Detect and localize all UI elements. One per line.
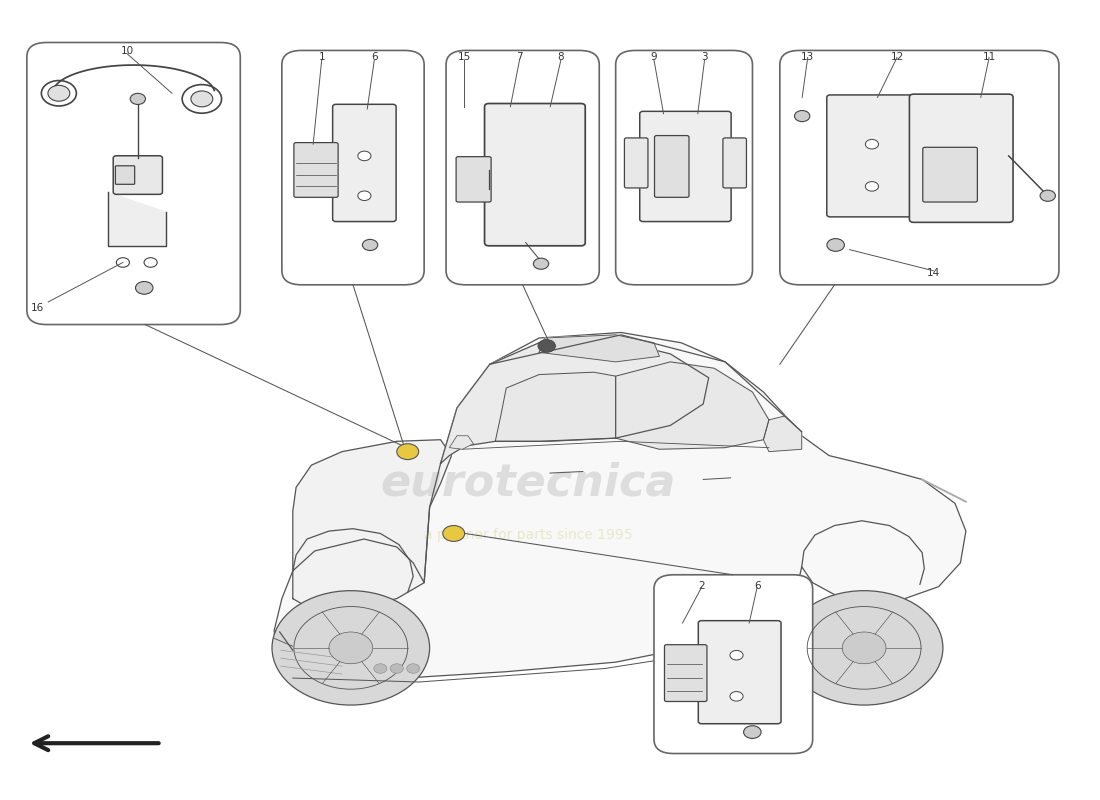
Text: eurotecnica: eurotecnica xyxy=(381,462,675,505)
FancyBboxPatch shape xyxy=(625,138,648,188)
Polygon shape xyxy=(495,372,616,442)
Text: 13: 13 xyxy=(801,53,814,62)
FancyBboxPatch shape xyxy=(723,138,747,188)
Circle shape xyxy=(744,726,761,738)
Circle shape xyxy=(362,239,377,250)
Text: 3: 3 xyxy=(702,53,708,62)
Circle shape xyxy=(117,258,130,267)
Polygon shape xyxy=(449,436,473,450)
Circle shape xyxy=(730,691,744,701)
FancyBboxPatch shape xyxy=(294,142,338,198)
FancyBboxPatch shape xyxy=(616,50,752,285)
Text: 10: 10 xyxy=(121,46,134,56)
Circle shape xyxy=(130,94,145,105)
FancyBboxPatch shape xyxy=(446,50,600,285)
Circle shape xyxy=(48,86,69,102)
FancyBboxPatch shape xyxy=(910,94,1013,222)
Text: 2: 2 xyxy=(698,581,705,590)
FancyBboxPatch shape xyxy=(113,156,163,194)
Circle shape xyxy=(1041,190,1055,202)
FancyBboxPatch shape xyxy=(664,645,707,702)
Circle shape xyxy=(144,258,157,267)
Circle shape xyxy=(191,91,212,107)
FancyBboxPatch shape xyxy=(827,95,917,217)
Circle shape xyxy=(785,590,943,705)
Circle shape xyxy=(794,110,810,122)
Text: 1: 1 xyxy=(318,53,324,62)
Circle shape xyxy=(843,632,886,664)
Polygon shape xyxy=(441,341,708,463)
Circle shape xyxy=(358,151,371,161)
FancyBboxPatch shape xyxy=(26,42,240,325)
Text: 6: 6 xyxy=(754,581,760,590)
Text: 9: 9 xyxy=(651,53,658,62)
Circle shape xyxy=(135,282,153,294)
FancyBboxPatch shape xyxy=(923,147,978,202)
Text: a partner for parts since 1995: a partner for parts since 1995 xyxy=(424,528,632,542)
FancyBboxPatch shape xyxy=(654,135,689,198)
Text: 14: 14 xyxy=(926,268,940,278)
FancyBboxPatch shape xyxy=(780,50,1059,285)
Text: 7: 7 xyxy=(516,53,522,62)
FancyBboxPatch shape xyxy=(456,157,491,202)
Polygon shape xyxy=(274,333,966,684)
FancyBboxPatch shape xyxy=(282,50,425,285)
Circle shape xyxy=(442,526,464,542)
Circle shape xyxy=(866,182,879,191)
Text: 8: 8 xyxy=(558,53,564,62)
FancyBboxPatch shape xyxy=(485,103,585,246)
Polygon shape xyxy=(763,416,802,452)
Circle shape xyxy=(866,139,879,149)
Circle shape xyxy=(358,191,371,201)
Circle shape xyxy=(390,664,404,674)
FancyBboxPatch shape xyxy=(116,166,134,184)
FancyBboxPatch shape xyxy=(698,621,781,724)
Text: 6: 6 xyxy=(371,53,377,62)
Circle shape xyxy=(329,632,373,664)
FancyBboxPatch shape xyxy=(640,111,732,222)
Polygon shape xyxy=(108,192,166,246)
FancyBboxPatch shape xyxy=(654,574,813,754)
Circle shape xyxy=(374,664,387,674)
Text: 11: 11 xyxy=(982,53,996,62)
Text: 12: 12 xyxy=(890,53,904,62)
Circle shape xyxy=(538,340,556,352)
FancyBboxPatch shape xyxy=(332,104,396,222)
Polygon shape xyxy=(539,335,659,362)
Circle shape xyxy=(730,650,744,660)
Circle shape xyxy=(827,238,845,251)
Polygon shape xyxy=(293,440,451,610)
Circle shape xyxy=(534,258,549,270)
Circle shape xyxy=(272,590,430,705)
Text: 16: 16 xyxy=(31,302,44,313)
Circle shape xyxy=(407,664,420,674)
Text: 15: 15 xyxy=(458,53,471,62)
Polygon shape xyxy=(616,362,769,450)
Circle shape xyxy=(397,444,419,459)
